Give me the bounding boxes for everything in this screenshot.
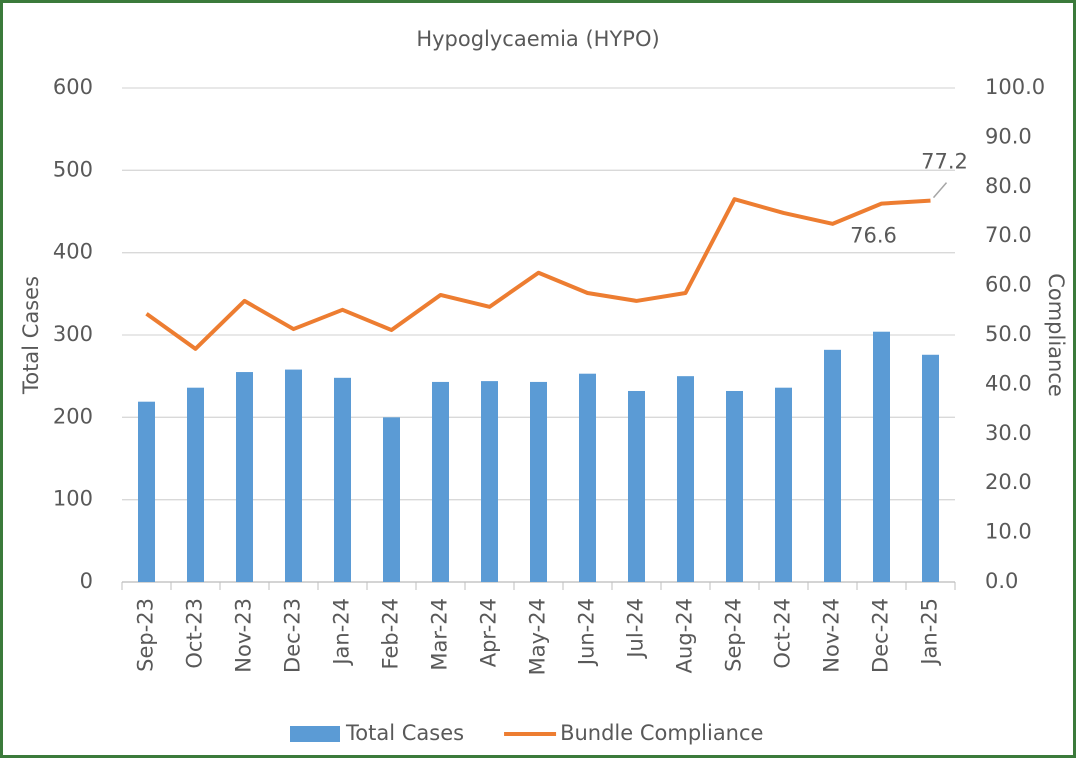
bar (873, 331, 890, 582)
y2-tick-label: 30.0 (985, 421, 1032, 445)
line (145, 197, 931, 351)
bar (677, 376, 694, 582)
data-label: 77.2 (921, 150, 968, 174)
x-tick-label: Mar-24 (428, 598, 452, 671)
y-tick-label: 200 (53, 404, 93, 428)
y-tick-label: 0 (80, 569, 93, 593)
bar (138, 401, 155, 582)
y2-tick-label: 20.0 (985, 470, 1032, 494)
x-tick-label: Jul-24 (624, 598, 648, 660)
x-tick-label: Oct-24 (771, 598, 795, 669)
y-tick-label: 600 (53, 75, 93, 99)
bar (775, 387, 792, 582)
y-tick-label: 500 (53, 157, 93, 181)
y-tick-label: 300 (53, 322, 93, 346)
bar (187, 387, 204, 582)
y2-tick-label: 100.0 (985, 75, 1045, 99)
x-tick-label: Aug-24 (673, 598, 697, 673)
bar (579, 373, 596, 582)
x-tick-label: Dec-23 (281, 598, 305, 673)
bar (334, 377, 351, 582)
bar (432, 381, 449, 582)
x-tick-label: Oct-23 (183, 598, 207, 669)
bar (922, 354, 939, 582)
legend-label: Bundle Compliance (560, 721, 763, 745)
legend-swatch (290, 726, 340, 742)
x-tick-label: Jan-25 (918, 598, 942, 667)
data-label: 76.6 (850, 224, 897, 248)
x-tick-label: Apr-24 (477, 598, 501, 667)
y2-tick-label: 40.0 (985, 371, 1032, 395)
y-axis-title: Total Cases (19, 276, 43, 395)
y2-tick-label: 70.0 (985, 223, 1032, 247)
x-tick-label: May-24 (526, 598, 550, 675)
y2-tick-label: 0.0 (985, 569, 1018, 593)
bar (383, 417, 400, 582)
bar (824, 349, 841, 582)
x-tick-label: Jun-24 (575, 598, 599, 667)
leader-line (932, 182, 948, 199)
y2-tick-label: 50.0 (985, 322, 1032, 346)
bar (285, 369, 302, 582)
x-tick-label: Jan-24 (330, 598, 354, 667)
bar (481, 381, 498, 582)
y2-tick-label: 10.0 (985, 520, 1032, 544)
x-tick-label: Dec-24 (869, 598, 893, 673)
bar (726, 390, 743, 582)
y-tick-label: 100 (53, 487, 93, 511)
x-tick-label: Sep-24 (722, 598, 746, 672)
bar (628, 390, 645, 582)
y2-axis-title: Compliance (1044, 273, 1068, 397)
bar (236, 372, 253, 582)
legend-label: Total Cases (345, 721, 464, 745)
y2-tick-label: 60.0 (985, 273, 1032, 297)
chart-title: Hypoglycaemia (HYPO) (416, 27, 659, 51)
y-tick-label: 400 (53, 240, 93, 264)
bar (530, 381, 547, 582)
x-tick-label: Nov-24 (820, 598, 844, 673)
x-tick-label: Nov-23 (232, 598, 256, 673)
x-tick-label: Sep-23 (134, 598, 158, 672)
y2-tick-label: 80.0 (985, 174, 1032, 198)
x-tick-label: Feb-24 (379, 598, 403, 669)
y2-tick-label: 90.0 (985, 124, 1032, 148)
